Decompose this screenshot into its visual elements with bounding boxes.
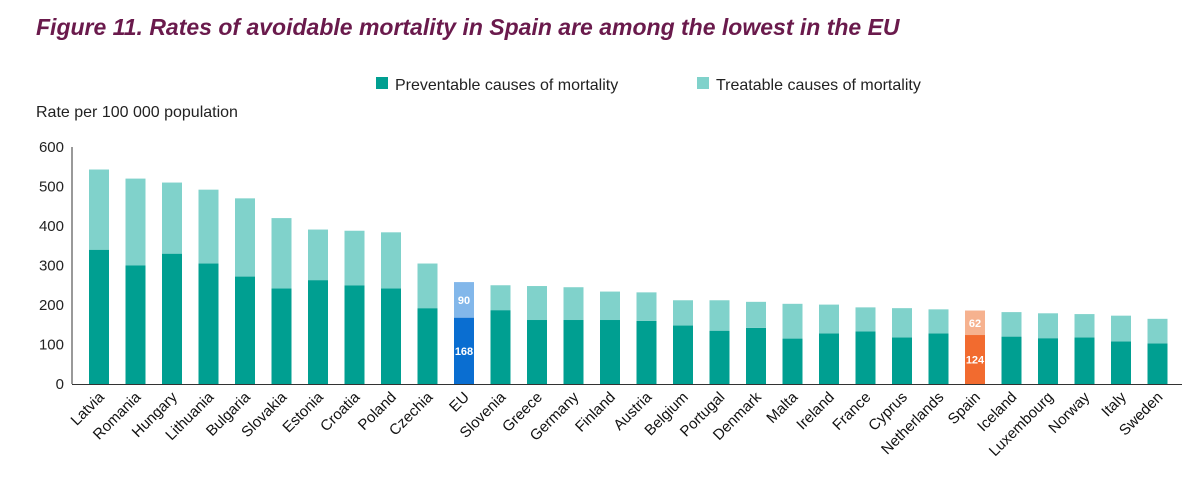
bar-treatable-latvia xyxy=(89,169,109,250)
y-tick-label: 300 xyxy=(39,258,64,275)
bar-preventable-italy xyxy=(1111,341,1131,384)
bar-treatable-czechia xyxy=(417,263,438,309)
bar-preventable-eu xyxy=(454,317,474,384)
data-label-preventable-eu: 168 xyxy=(455,346,473,358)
bar-treatable-denmark xyxy=(746,301,766,328)
category-label-finland: Finland xyxy=(572,389,619,436)
bar-treatable-cyprus xyxy=(892,308,912,338)
bar-preventable-hungary xyxy=(162,253,182,384)
category-label-norway: Norway xyxy=(1045,388,1093,436)
bar-treatable-ireland xyxy=(819,304,839,334)
bar-preventable-germany xyxy=(563,320,584,384)
bar-treatable-bulgaria xyxy=(235,198,255,277)
bar-treatable-slovenia xyxy=(490,285,511,311)
bar-preventable-spain xyxy=(965,335,985,384)
bar-treatable-norway xyxy=(1074,314,1095,338)
y-tick-label: 100 xyxy=(39,337,64,354)
bar-preventable-lithuania xyxy=(198,263,219,384)
bar-preventable-portugal xyxy=(709,330,730,384)
bar-treatable-slovakia xyxy=(271,218,292,289)
bar-preventable-latvia xyxy=(89,249,109,384)
bar-preventable-estonia xyxy=(308,280,328,384)
bar-treatable-belgium xyxy=(673,300,693,326)
bar-treatable-portugal xyxy=(709,300,730,331)
bar-preventable-slovakia xyxy=(271,288,292,384)
bar-preventable-finland xyxy=(600,320,620,384)
bar-treatable-hungary xyxy=(162,182,182,254)
bar-treatable-malta xyxy=(782,303,803,339)
bars: 168 90 124 62 xyxy=(89,169,1168,384)
category-label-france: France xyxy=(829,389,874,434)
bar-treatable-luxembourg xyxy=(1038,313,1058,339)
legend-swatch-preventable xyxy=(376,77,388,89)
category-label-italy: Italy xyxy=(1098,388,1130,420)
legend-swatch-treatable xyxy=(697,77,709,89)
bar-preventable-denmark xyxy=(746,327,766,384)
bar-treatable-sweden xyxy=(1147,318,1168,344)
bar-preventable-croatia xyxy=(344,285,365,384)
bar-preventable-bulgaria xyxy=(235,276,255,384)
y-tick-label: 200 xyxy=(39,297,64,314)
bar-treatable-spain xyxy=(965,310,985,336)
data-label-treatable-eu: 90 xyxy=(458,295,470,307)
bar-treatable-croatia xyxy=(344,230,365,286)
bar-treatable-lithuania xyxy=(198,189,219,264)
bar-preventable-cyprus xyxy=(892,337,912,384)
bar-preventable-netherlands xyxy=(928,333,949,384)
bar-treatable-germany xyxy=(563,287,584,321)
bar-treatable-austria xyxy=(636,292,657,321)
bar-preventable-greece xyxy=(527,320,547,384)
bar-preventable-ireland xyxy=(819,333,839,384)
bar-treatable-finland xyxy=(600,291,620,321)
category-label-croatia: Croatia xyxy=(317,388,364,435)
bar-preventable-luxembourg xyxy=(1038,338,1058,384)
y-tick-label: 500 xyxy=(39,179,64,196)
bar-treatable-eu xyxy=(454,282,474,318)
bar-preventable-romania xyxy=(125,265,146,384)
bar-preventable-czechia xyxy=(417,308,438,384)
category-labels: LatviaRomaniaHungaryLithuaniaBulgariaSlo… xyxy=(68,388,1167,459)
legend: Preventable causes of mortality Treatabl… xyxy=(376,77,921,94)
bar-treatable-iceland xyxy=(1001,312,1022,337)
bar-treatable-netherlands xyxy=(928,309,949,334)
bar-preventable-austria xyxy=(636,320,657,384)
y-tick-label: 400 xyxy=(39,218,64,235)
bar-treatable-italy xyxy=(1111,315,1131,342)
bar-treatable-estonia xyxy=(308,229,328,281)
category-label-eu: EU xyxy=(446,389,473,416)
bar-treatable-greece xyxy=(527,286,547,321)
bar-preventable-belgium xyxy=(673,325,693,384)
y-tick-label: 0 xyxy=(56,376,64,393)
y-axis-label: Rate per 100 000 population xyxy=(36,104,238,121)
category-label-ireland: Ireland xyxy=(793,389,837,433)
bar-preventable-iceland xyxy=(1001,336,1022,384)
bar-treatable-france xyxy=(855,307,876,332)
legend-label-treatable: Treatable causes of mortality xyxy=(716,77,921,94)
bar-treatable-poland xyxy=(381,232,401,289)
data-label-treatable-spain: 62 xyxy=(969,318,981,330)
bar-preventable-slovenia xyxy=(490,310,511,384)
data-label-preventable-spain: 124 xyxy=(966,355,985,367)
bar-preventable-poland xyxy=(381,288,401,384)
bar-preventable-france xyxy=(855,331,876,384)
y-axis: 0 100 200 300 400 500 600 xyxy=(39,139,1182,393)
category-label-estonia: Estonia xyxy=(279,388,327,436)
bar-preventable-malta xyxy=(782,338,803,384)
bar-preventable-norway xyxy=(1074,337,1095,384)
y-tick-label: 600 xyxy=(39,139,64,156)
legend-label-preventable: Preventable causes of mortality xyxy=(395,77,618,94)
figure-title: Figure 11. Rates of avoidable mortality … xyxy=(36,14,900,40)
bar-treatable-romania xyxy=(125,178,146,266)
bar-preventable-sweden xyxy=(1147,343,1168,384)
